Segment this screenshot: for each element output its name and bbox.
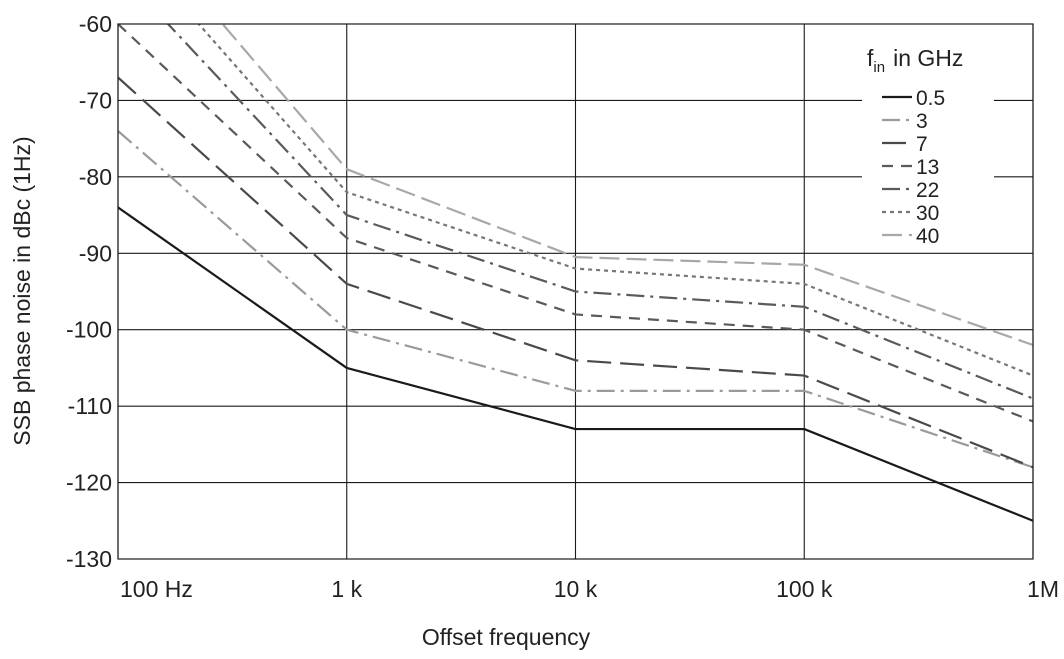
y-tick-label: -110	[68, 393, 112, 419]
y-tick-label: -120	[66, 470, 112, 496]
legend-title-main: f	[867, 45, 874, 71]
y-tick-label: -90	[79, 240, 112, 266]
y-tick-label: -70	[79, 87, 112, 113]
y-tick-label: -100	[66, 317, 112, 343]
legend-label: 7	[916, 133, 928, 156]
x-axis-title: Offset frequency	[422, 624, 591, 650]
series-lines	[118, 24, 1033, 522]
legend-label: 0.5	[916, 87, 945, 110]
series-line-13	[118, 24, 1033, 423]
series-line-7	[118, 76, 1033, 469]
y-axis-title: SSB phase noise in dBc (1Hz)	[9, 136, 35, 445]
legend-label: 13	[916, 156, 939, 179]
y-tick-label: -60	[79, 11, 112, 37]
legend-label: 3	[916, 110, 928, 133]
x-tick-label: 100 k	[776, 576, 833, 602]
series-line-30	[197, 24, 1033, 377]
legend-title-rest: in GHz	[893, 45, 963, 71]
x-tick-label: 10 k	[554, 576, 598, 602]
legend-label: 30	[916, 202, 939, 225]
y-tick-labels: -60 -70 -80 -90 -100 -110 -120 -130	[66, 11, 112, 572]
plot-frame	[117, 23, 1034, 560]
y-tick-label: -80	[79, 164, 112, 190]
x-tick-label: 100 Hz	[120, 576, 193, 602]
legend-label: 22	[916, 179, 939, 202]
series-line-0-5	[118, 206, 1033, 522]
series-line-40	[221, 24, 1033, 347]
x-tick-label: 1 k	[331, 576, 362, 602]
series-line-22	[166, 24, 1033, 400]
legend-label: 40	[916, 225, 939, 248]
x-tick-labels: 100 Hz 1 k 10 k 100 k 1M	[120, 576, 1059, 602]
legend-title: fin in GHz	[867, 45, 963, 76]
y-tick-label: -130	[66, 546, 112, 572]
x-tick-label: 1M	[1027, 576, 1059, 602]
legend-title-sub: in	[873, 59, 885, 76]
legend-background	[862, 30, 994, 250]
series-line-3	[118, 130, 1033, 469]
